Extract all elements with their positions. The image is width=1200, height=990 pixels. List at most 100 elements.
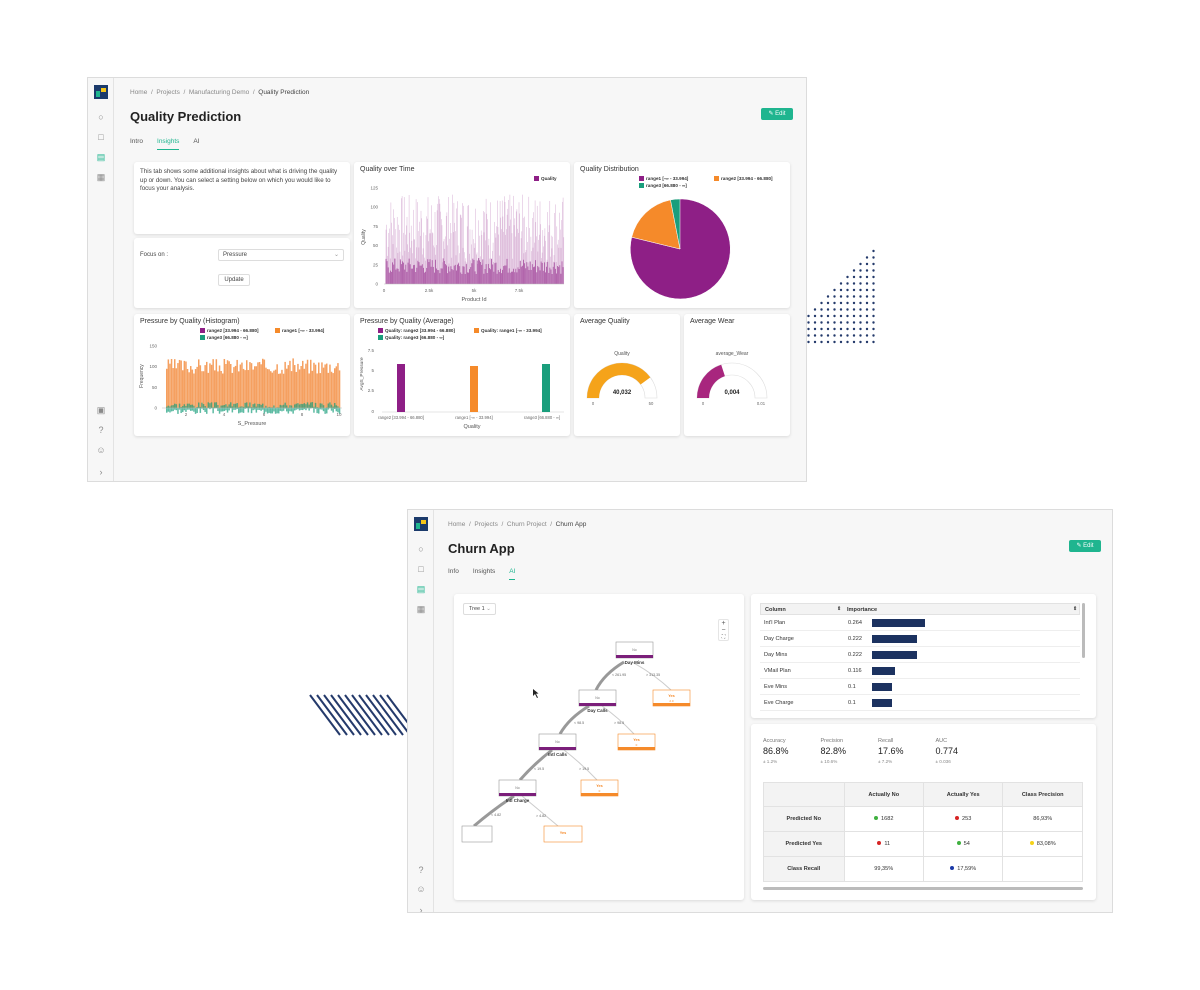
tree-node-day-calls[interactable]: No Day Calls <box>578 689 617 713</box>
legend-label: Quality: range3 [66.880 - ∞] <box>385 335 445 340</box>
cm-row-label: Class Recall <box>763 856 845 882</box>
edit-button[interactable]: ✎ Edit <box>761 108 793 120</box>
tree-node-leaf-yes[interactable]: Yes 2.0 <box>652 689 691 707</box>
gauge-value: 40,032 <box>613 390 632 396</box>
update-button[interactable]: Update <box>218 274 250 286</box>
sort-icon[interactable]: ⇕ <box>837 606 842 612</box>
y-tick: 75 <box>373 224 379 229</box>
tab-ai[interactable]: AI <box>509 568 516 580</box>
folder-icon[interactable]: □ <box>98 132 104 142</box>
cm-cell: 17,59% <box>922 856 1004 882</box>
tab-insights[interactable]: Insights <box>472 568 496 575</box>
metric-value: 86.8% <box>763 746 789 756</box>
cm-cell: 1682 <box>843 806 924 832</box>
tree-node-day-mins[interactable]: No Day Mins <box>615 641 654 665</box>
cm-cell <box>1002 856 1083 882</box>
zoom-out-button[interactable]: − <box>721 627 726 634</box>
tree-node-partial[interactable] <box>461 825 493 843</box>
fi-column-name: VMail Plan <box>764 668 791 674</box>
fi-column-name: Eve Charge <box>764 700 794 706</box>
fi-header-importance[interactable]: Importance <box>847 607 878 613</box>
legend-swatch <box>378 335 383 340</box>
x-axis-label: Product Id <box>461 297 486 303</box>
fi-scrollbar[interactable] <box>1082 603 1085 658</box>
sidebar-rail: ○ □ ▤ ▦ ▣ ? ☺ › <box>88 78 114 481</box>
fi-row[interactable]: Eve Charge 0.1 <box>760 695 1080 711</box>
metric-label: Recall <box>878 738 894 744</box>
cm-header: Actually Yes <box>922 782 1004 807</box>
card-title: Average Wear <box>690 318 735 325</box>
fi-row[interactable]: Int'l Plan 0.264 <box>760 615 1080 631</box>
focus-label: Focus on : <box>140 252 169 258</box>
help-icon[interactable]: ? <box>418 865 424 875</box>
tab-intro[interactable]: Intro <box>130 138 144 145</box>
fi-row[interactable]: Eve Mins 0.1 <box>760 679 1080 695</box>
user-icon[interactable]: ☺ <box>96 445 106 455</box>
breadcrumb-projects[interactable]: Projects <box>156 89 180 96</box>
fit-view-button[interactable]: ⛶ <box>721 634 726 640</box>
report-icon[interactable]: ▦ <box>96 172 106 182</box>
histogram-bars <box>166 358 341 414</box>
intro-text: This tab shows some additional insights … <box>140 168 338 192</box>
image-icon[interactable]: ▣ <box>96 405 106 415</box>
svg-text:0: 0 <box>636 743 638 747</box>
legend-range3: range3 [66.880 - ∞] <box>200 335 248 340</box>
lock-icon[interactable]: ○ <box>418 544 424 554</box>
confusion-matrix: Actually No Actually Yes Class Precision… <box>763 782 1083 882</box>
sort-icon[interactable]: ⇕ <box>1073 606 1078 612</box>
fi-row[interactable]: Day Mins 0.222 <box>760 647 1080 663</box>
breadcrumb-projects[interactable]: Projects <box>474 521 498 528</box>
fi-header-column[interactable]: Column <box>765 607 786 613</box>
tree-select-value: Tree 1 <box>469 606 485 612</box>
tab-info[interactable]: Info <box>448 568 459 575</box>
legend-label: Quality <box>541 176 557 181</box>
breadcrumb-home[interactable]: Home <box>448 521 466 528</box>
tree-select[interactable]: Tree 1 ⌄ <box>463 603 496 615</box>
fi-row[interactable]: Day Charge 0.222 <box>760 631 1080 647</box>
page-title: Quality Prediction <box>130 109 242 124</box>
tree-node-leaf-yes[interactable]: Yes <box>543 825 583 843</box>
tree-node-intl-charge[interactable]: No Intl Charge <box>498 779 537 803</box>
fi-column-name: Eve Mins <box>764 684 788 690</box>
tree-node-leaf-yes[interactable]: Yes 0 <box>580 779 619 797</box>
report-icon[interactable]: ▦ <box>416 604 426 614</box>
breadcrumb-project[interactable]: Churn Project <box>506 521 547 528</box>
fi-importance-value: 0.1 <box>848 684 856 690</box>
help-icon[interactable]: ? <box>98 425 104 435</box>
y-tick: 150 <box>149 344 157 349</box>
tree-node-leaf-yes[interactable]: Yes 0 <box>617 733 656 751</box>
folder-icon[interactable]: □ <box>418 564 424 574</box>
fi-row[interactable]: VMail Plan 0.116 <box>760 663 1080 679</box>
x-tick: 5k <box>472 288 478 293</box>
x-axis-label: S_Pressure <box>238 421 267 427</box>
focus-select[interactable]: Pressure ⌄ <box>218 249 344 261</box>
chart-icon[interactable]: ▤ <box>416 584 426 594</box>
gauge-min: 0 <box>592 401 595 406</box>
legend-range1: Quality: range1 [-∞ - 33.994] <box>474 328 542 333</box>
card-title: Quality Distribution <box>580 166 639 173</box>
user-icon[interactable]: ☺ <box>416 884 426 894</box>
breadcrumb-project[interactable]: Manufacturing Demo <box>188 89 250 96</box>
gauge-value: 0,004 <box>724 390 740 396</box>
x-tick: 6 <box>263 412 266 417</box>
x-tick: range2 [33.994 - 66.880] <box>378 415 424 420</box>
metric-precision: Precision 82.8% ± 10.6% <box>821 738 876 764</box>
cm-scrollbar[interactable] <box>763 887 1083 890</box>
quality-over-time-card: Quality over Time Quality 125 100 75 50 25 0 0… <box>354 162 570 308</box>
legend-label: range1 [-∞ - 33.994] <box>646 176 689 181</box>
legend-swatch <box>639 176 644 181</box>
breadcrumb-home[interactable]: Home <box>130 89 148 96</box>
zoom-in-button[interactable]: + <box>721 620 726 627</box>
expand-chevron-icon[interactable]: › <box>419 905 423 913</box>
expand-chevron-icon[interactable]: › <box>99 467 103 477</box>
tab-ai[interactable]: AI <box>193 138 200 145</box>
tree-node-intl-calls[interactable]: No Intl Calls <box>538 733 577 757</box>
pie-slice-range2 <box>631 199 681 250</box>
chart-icon[interactable]: ▤ <box>96 152 106 162</box>
tab-insights[interactable]: Insights <box>157 138 180 150</box>
svg-text:Day Calls: Day Calls <box>587 708 608 713</box>
page-title: Churn App <box>448 541 515 556</box>
edit-button[interactable]: ✎ Edit <box>1069 540 1101 552</box>
metric-sub: ± 0.036 <box>935 759 951 764</box>
lock-icon[interactable]: ○ <box>98 112 104 122</box>
